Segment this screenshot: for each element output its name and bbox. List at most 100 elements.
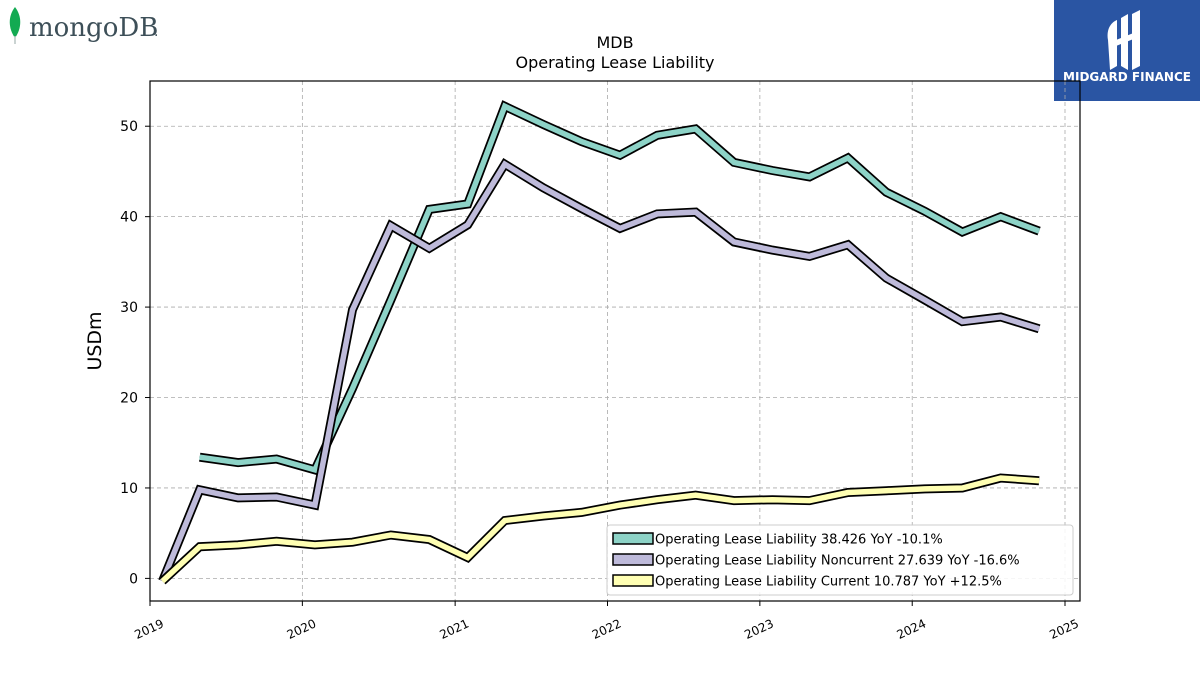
series-point-2: [428, 247, 430, 249]
x-tick-label: 2021: [437, 616, 471, 642]
mongodb-wordmark-suffix: .: [154, 24, 158, 40]
legend-label: Operating Lease Liability Current 10.787…: [655, 575, 1002, 590]
series-point-1: [467, 203, 469, 205]
series-point-2: [390, 225, 392, 227]
mongodb-logo: mongoDB .: [4, 6, 174, 46]
series-point-1: [1000, 216, 1002, 218]
y-tick-label: 10: [120, 481, 138, 497]
series-line-2: [159, 160, 1040, 583]
series-point-1: [276, 458, 277, 460]
chart-title: MDB: [596, 33, 633, 52]
y-tick-label: 40: [120, 210, 138, 226]
series-line-1: [199, 102, 1041, 474]
midgard-finance-wordmark: MIDGARD FINANCE: [1063, 70, 1191, 84]
series-point-2: [961, 321, 963, 323]
series-point-1: [237, 462, 239, 464]
y-tick-label: 30: [120, 300, 138, 316]
series-point-2: [885, 277, 887, 279]
series-point-3: [276, 540, 277, 542]
series-point-3: [961, 487, 963, 489]
x-tick-label: 2019: [132, 616, 166, 642]
series-point-2: [924, 299, 926, 301]
series-point-1: [733, 161, 735, 163]
series-point-2: [504, 163, 506, 165]
series-point-2: [656, 213, 658, 215]
series-point-1: [199, 456, 201, 458]
x-axis: 2019 2020 2021 2022 2023 2024 2025: [132, 601, 1081, 642]
series-point-3: [352, 541, 353, 543]
series-point-2: [1000, 316, 1002, 318]
series-point-3: [314, 544, 316, 546]
series-point-3: [467, 557, 469, 559]
y-tick-label: 20: [120, 391, 138, 407]
x-tick-label: 2023: [742, 616, 776, 642]
x-tick-label: 2024: [895, 616, 929, 642]
series-point-3: [581, 511, 583, 513]
series-point-1: [771, 170, 773, 171]
chart-subtitle: Operating Lease Liability: [515, 53, 714, 72]
x-tick-label: 2025: [1047, 616, 1081, 642]
series-point-2: [619, 227, 621, 229]
legend-swatch: [612, 532, 654, 545]
series-point-3: [1038, 480, 1040, 482]
series-point-3: [809, 500, 810, 502]
series-point-1: [695, 128, 697, 130]
mongodb-logo-graphic: mongoDB .: [9, 7, 158, 44]
y-axis: 0 10 20 30 40 50: [120, 119, 150, 587]
series-point-3: [237, 544, 239, 546]
series-point-2: [809, 255, 810, 257]
mongodb-wordmark: mongoDB: [29, 13, 158, 43]
series-point-1: [1038, 230, 1040, 232]
series-point-3: [1000, 477, 1002, 479]
legend-label: Operating Lease Liability 38.426 YoY -10…: [655, 533, 943, 548]
midgard-finance-logo: MIDGARD FINANCE: [1054, 0, 1200, 101]
series-point-3: [504, 520, 506, 521]
legend: Operating Lease Liability 38.426 YoY -10…: [606, 524, 1074, 596]
series-point-3: [847, 492, 849, 493]
series-layer: [158, 100, 1041, 585]
legend-box: [606, 524, 1074, 596]
y-axis-label: USDm: [84, 311, 106, 370]
series-point-1: [390, 299, 392, 301]
series-point-3: [885, 490, 887, 492]
series-point-2: [1038, 328, 1040, 330]
series-point-1: [314, 469, 316, 471]
series-point-1: [885, 191, 887, 193]
midgard-mark-icon: [1107, 10, 1140, 70]
series-point-2: [199, 489, 201, 491]
series-point-1: [581, 141, 583, 143]
series-point-1: [961, 231, 963, 233]
series-point-3: [924, 488, 926, 490]
series-point-1: [924, 210, 926, 212]
series-point-1: [847, 157, 849, 159]
series-point-2: [276, 496, 277, 498]
plot-frame: [149, 80, 1081, 602]
y-tick-label: 50: [120, 119, 138, 135]
series-point-2: [352, 309, 353, 311]
series-point-1: [542, 123, 544, 125]
series-point-2: [542, 187, 544, 189]
series-point-3: [428, 539, 430, 540]
series-point-2: [314, 504, 316, 506]
x-tick-label: 2022: [590, 616, 624, 642]
series-outline-1: [199, 100, 1041, 476]
series-point-2: [237, 497, 239, 499]
series-point-1: [352, 388, 353, 389]
leaf-icon: [9, 7, 21, 38]
series-point-3: [542, 515, 544, 517]
series-point-1: [656, 134, 658, 136]
series-point-1: [809, 176, 810, 178]
series-point-2: [695, 211, 697, 213]
series-point-3: [771, 499, 773, 501]
y-tick-label: 0: [129, 571, 138, 587]
series-point-2: [733, 241, 735, 243]
series-point-3: [619, 504, 621, 506]
series-point-2: [581, 208, 583, 209]
x-tick-label: 2020: [285, 616, 319, 642]
series-point-2: [771, 249, 773, 251]
series-point-3: [199, 546, 201, 548]
legend-swatch: [612, 574, 654, 587]
legend-label: Operating Lease Liability Noncurrent 27.…: [655, 554, 1020, 569]
series-point-3: [733, 500, 735, 502]
series-point-2: [847, 244, 849, 246]
